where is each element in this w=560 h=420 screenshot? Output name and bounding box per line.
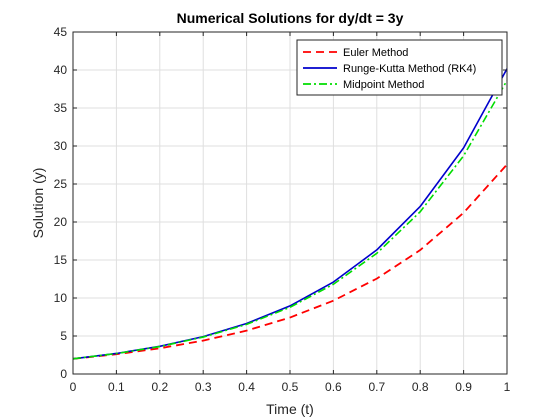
y-tick-label: 35 — [54, 101, 68, 115]
y-tick-label: 40 — [54, 63, 68, 77]
y-tick-label: 10 — [54, 291, 68, 305]
y-tick-label: 30 — [54, 139, 68, 153]
series-line-2 — [72, 68, 508, 360]
y-tick-label: 25 — [54, 177, 68, 191]
x-tick-label: 0.5 — [282, 380, 299, 394]
y-tick-label: 45 — [54, 25, 68, 39]
series-line-1 — [72, 163, 508, 360]
x-tick-label: 1 — [504, 380, 511, 394]
x-tick-label: 0.7 — [368, 380, 385, 394]
legend-entry-2: Runge-Kutta Method (RK4) — [343, 63, 476, 75]
y-tick-label: 5 — [60, 329, 67, 343]
x-tick-label: 0.3 — [195, 380, 212, 394]
x-tick-label: 0.1 — [108, 380, 125, 394]
y-axis-label: Solution (y) — [30, 168, 46, 239]
data-series — [72, 68, 508, 360]
x-tick-label: 0.2 — [151, 380, 168, 394]
tick-marks — [72, 31, 508, 375]
x-axis-label: Time (t) — [266, 401, 314, 417]
chart-title: Numerical Solutions for dy/dt = 3y — [177, 10, 404, 26]
legend-entry-1: Euler Method — [343, 47, 408, 59]
y-tick-label: 15 — [54, 253, 68, 267]
x-tick-label: 0.9 — [455, 380, 472, 394]
x-tick-label: 0 — [70, 380, 77, 394]
x-tick-label: 0.8 — [412, 380, 429, 394]
tick-labels: 0 0.1 0.2 0.3 0.4 0.5 0.6 0.7 0.8 0.9 105101520253… — [54, 25, 511, 394]
legend-entry-3: Midpoint Method — [343, 79, 424, 91]
x-tick-label: 0.4 — [238, 380, 255, 394]
y-tick-label: 0 — [60, 367, 67, 381]
legend: Euler Method Runge-Kutta Method (RK4) Midp… — [296, 39, 503, 96]
x-tick-label: 0.6 — [325, 380, 342, 394]
y-tick-label: 20 — [54, 215, 68, 229]
